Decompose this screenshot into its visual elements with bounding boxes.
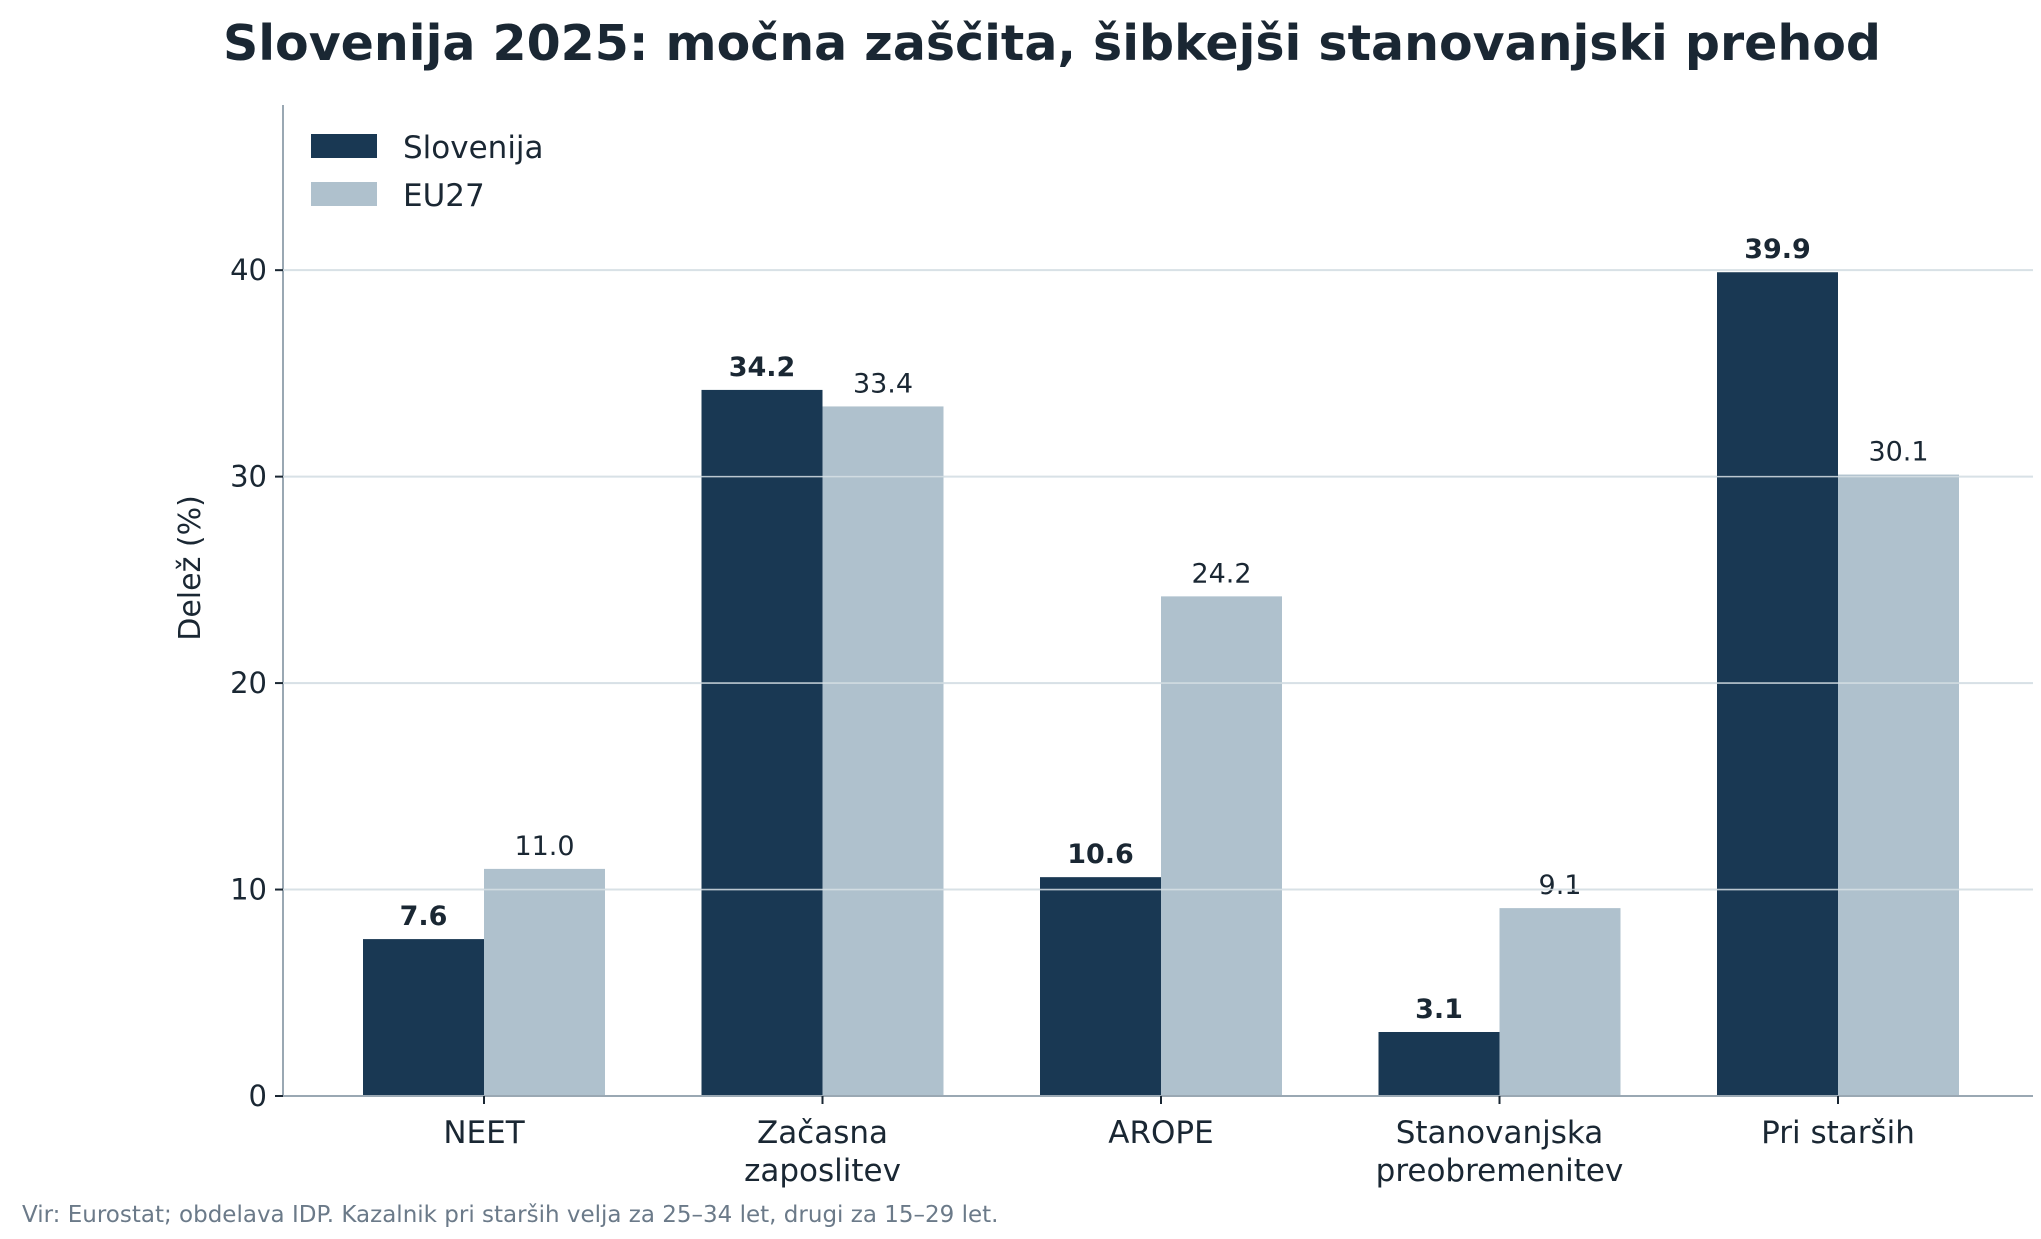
- x-tick-label: AROPE: [1108, 1115, 1213, 1151]
- bar-slovenija: [1378, 1031, 1500, 1096]
- x-tick-label-line: preobremenitev: [1376, 1153, 1624, 1189]
- legend-label: EU27: [403, 178, 485, 214]
- legend-label: Slovenija: [403, 130, 544, 166]
- bar-slovenija: [1717, 272, 1838, 1096]
- data-label: 33.4: [853, 368, 913, 399]
- x-tick-label: NEET: [443, 1115, 525, 1151]
- x-tick-label-line: AROPE: [1108, 1115, 1213, 1151]
- bar-eu27: [1838, 474, 1959, 1096]
- source-note: Vir: Eurostat; obdelava IDP. Kazalnik pr…: [22, 1202, 998, 1228]
- data-label: 9.1: [1539, 870, 1582, 901]
- chart-title: Slovenija 2025: močna zaščita, šibkejši …: [223, 15, 1881, 72]
- data-label: 7.6: [400, 901, 448, 932]
- legend-swatch: [311, 134, 377, 158]
- data-label: 30.1: [1868, 437, 1928, 468]
- x-tick-label: Stanovanjska preobremenitev: [1376, 1115, 1624, 1189]
- x-tick-label-line: NEET: [443, 1115, 525, 1151]
- data-label: 3.1: [1415, 994, 1463, 1025]
- legend-swatch: [311, 182, 377, 206]
- data-label: 11.0: [514, 831, 574, 862]
- data-labels: 7.6 34.2 10.6 3.1 39.9 11.0 33.4 24.2 9.1 30.1: [283, 234, 2033, 1025]
- bar-slovenija: [701, 389, 823, 1097]
- data-label: 24.2: [1191, 558, 1251, 589]
- x-tick-label-line: Stanovanjska: [1396, 1115, 1604, 1151]
- bar-eu27: [484, 868, 605, 1096]
- y-tick-label: 30: [230, 460, 267, 494]
- data-label: 10.6: [1067, 839, 1134, 870]
- y-axis-label: Delež (%): [173, 495, 208, 641]
- x-tick-label: Pri starših: [1761, 1115, 1915, 1151]
- axes: 0 10 20 30 40 NEET Začasna zaposlitev AROPE Stano…: [230, 105, 2033, 1189]
- bar-slovenija: [1040, 877, 1161, 1096]
- bars: [363, 272, 1959, 1097]
- y-tick-label: 10: [230, 873, 267, 907]
- x-tick-label: Začasna zaposlitev: [744, 1115, 901, 1189]
- bar-eu27: [1499, 908, 1621, 1096]
- x-tick-label-line: Pri starših: [1761, 1115, 1915, 1151]
- bar-eu27: [822, 406, 944, 1096]
- bar-slovenija: [363, 939, 484, 1096]
- y-tick-label: 0: [249, 1079, 267, 1113]
- data-label: 34.2: [729, 352, 796, 383]
- data-label: 39.9: [1744, 234, 1811, 265]
- legend: Slovenija EU27: [311, 130, 544, 214]
- y-tick-label: 20: [230, 666, 267, 700]
- x-tick-label-line: Začasna: [757, 1115, 888, 1151]
- y-tick-label: 40: [230, 253, 267, 287]
- bar-eu27: [1161, 596, 1282, 1096]
- x-tick-label-line: zaposlitev: [744, 1153, 901, 1189]
